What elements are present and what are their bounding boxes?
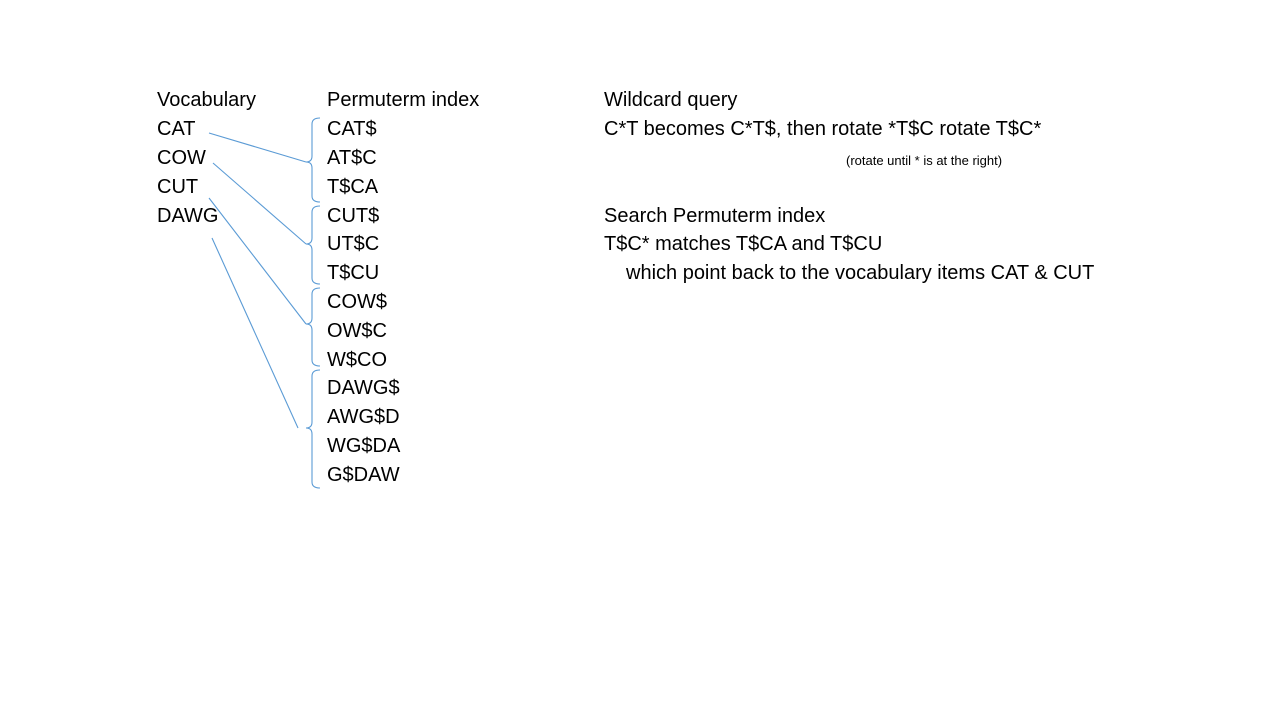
search-match-text: T$C* matches T$CA and T$CU — [604, 233, 883, 255]
vocabulary-item: CAT — [157, 118, 196, 140]
connector-cat — [208, 132, 307, 163]
permuterm-entry: UT$C — [327, 233, 380, 255]
brace-cut-group — [305, 205, 321, 285]
permuterm-entry: W$CO — [327, 349, 387, 371]
brace-cat-group — [305, 117, 321, 203]
vocabulary-item: CUT — [157, 176, 199, 198]
search-header: Search Permuterm index — [604, 205, 826, 227]
permuterm-entry: CAT$ — [327, 118, 377, 140]
permuterm-entry: CUT$ — [327, 205, 380, 227]
connector-cut — [208, 197, 307, 325]
vocabulary-item: DAWG — [157, 205, 219, 227]
permuterm-entry: AWG$D — [327, 406, 400, 428]
vocabulary-item: COW — [157, 147, 206, 169]
permuterm-entry: G$DAW — [327, 464, 400, 486]
permuterm-entry: COW$ — [327, 291, 387, 313]
connector-cow — [212, 162, 307, 245]
permuterm-entry: DAWG$ — [327, 377, 400, 399]
brace-cow-group — [305, 287, 321, 367]
vocabulary-header: Vocabulary — [157, 89, 256, 111]
connector-dawg — [211, 237, 299, 429]
permuterm-entry: WG$DA — [327, 435, 401, 457]
wildcard-rotation-note: (rotate until * is at the right) — [846, 153, 1003, 168]
permuterm-entry: AT$C — [327, 147, 377, 169]
brace-dawg-group — [305, 369, 321, 489]
permuterm-entry: T$CA — [327, 176, 379, 198]
permuterm-entry: T$CU — [327, 262, 380, 284]
wildcard-header: Wildcard query — [604, 89, 738, 111]
wildcard-rotation-text: C*T becomes C*T$, then rotate *T$C rotat… — [604, 118, 1042, 140]
permuterm-entry: OW$C — [327, 320, 387, 342]
search-pointback-text: which point back to the vocabulary items… — [626, 262, 1095, 284]
permuterm-header: Permuterm index — [327, 89, 480, 111]
